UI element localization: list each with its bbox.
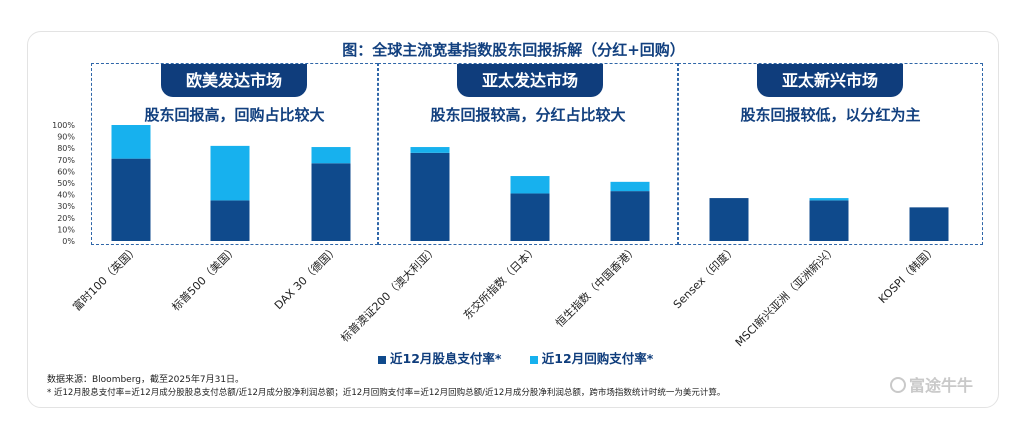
x-tick-label: KOSPI（韩国） [875, 242, 939, 306]
legend-label-buyback: 近12月回购支付率* [541, 351, 654, 366]
region-box-apac-developed [378, 63, 678, 245]
bar-buyback [210, 145, 250, 201]
bar-dividend [410, 152, 450, 241]
x-tick-label: 富时100（英国） [70, 242, 141, 313]
footnote: * 近12月股息支付率=近12月成分股股息支付总额/近12月成分股净利润总额；近… [47, 388, 726, 398]
bar-dividend [210, 200, 250, 241]
data-source: 数据来源：Bloomberg，截至2025年7月31日。 [47, 375, 245, 385]
y-tick-label: 40% [57, 191, 75, 200]
bar-dividend [311, 163, 351, 241]
bar-dividend [111, 158, 151, 241]
panel-subtitle-europe-us: 股东回报高，回购占比较大 [144, 106, 325, 124]
x-tick-label: 恒生指数（中国香港） [552, 242, 640, 330]
bar-dividend [809, 200, 849, 241]
bar-buyback [111, 125, 151, 159]
panel-tab-apac-developed: 亚太发达市场 [457, 64, 603, 97]
x-tick-label: DAX 30（德国） [271, 242, 341, 312]
x-tick-label: 东交所指数（日本） [460, 242, 540, 322]
x-tick-label: 标普澳证200（澳大利亚） [338, 242, 441, 345]
bar-dividend [709, 198, 749, 241]
legend-label-dividend: 近12月股息支付率* [390, 351, 502, 366]
y-tick-label: 90% [57, 133, 75, 142]
panel-tab-apac-emerging: 亚太新兴市场 [757, 64, 903, 97]
bar-buyback [510, 176, 550, 194]
region-box-apac-emerging [678, 63, 983, 245]
y-tick-label: 30% [57, 202, 75, 211]
bar-buyback [410, 147, 450, 153]
x-tick-label: Sensex（印度） [670, 242, 739, 311]
chart-title: 图：全球主流宽基指数股东回报拆解（分红+回购） [342, 41, 685, 59]
y-tick-label: 100% [52, 121, 75, 130]
y-tick-label: 50% [57, 179, 75, 188]
bar-dividend [610, 191, 650, 241]
y-tick-label: 0% [62, 237, 75, 246]
bar-buyback [809, 198, 849, 201]
bar-buyback [311, 147, 351, 164]
y-tick-label: 70% [57, 156, 75, 165]
legend-swatch-dividend [378, 355, 386, 364]
panel-subtitle-apac-emerging: 股东回报较低，以分红为主 [740, 106, 921, 124]
brand-logo: 富途牛牛 [890, 372, 973, 396]
x-tick-label: MSCI新兴亚洲（亚洲新兴） [732, 242, 839, 349]
bar-buyback [610, 181, 650, 192]
y-tick-label: 20% [57, 214, 75, 223]
bar-dividend [909, 207, 949, 241]
x-tick-label: 标普500（美国） [169, 242, 240, 313]
y-tick-label: 60% [57, 167, 75, 176]
legend-swatch-buyback [529, 355, 538, 364]
region-box-europe-us [91, 63, 378, 245]
legend-item-buyback: 近12月回购支付率* [529, 351, 654, 366]
legend-item-dividend: 近12月股息支付率* [378, 351, 506, 366]
y-tick-label: 80% [57, 144, 75, 153]
bar-dividend [510, 193, 550, 241]
panel-subtitle-apac-developed: 股东回报较高，分红占比较大 [430, 106, 626, 124]
logo-icon [890, 377, 906, 393]
y-tick-label: 10% [57, 225, 75, 234]
legend: 近12月股息支付率* 近12月回购支付率* [378, 348, 677, 367]
logo-text: 富途牛牛 [909, 376, 974, 395]
panel-tab-europe-us: 欧美发达市场 [161, 64, 307, 97]
